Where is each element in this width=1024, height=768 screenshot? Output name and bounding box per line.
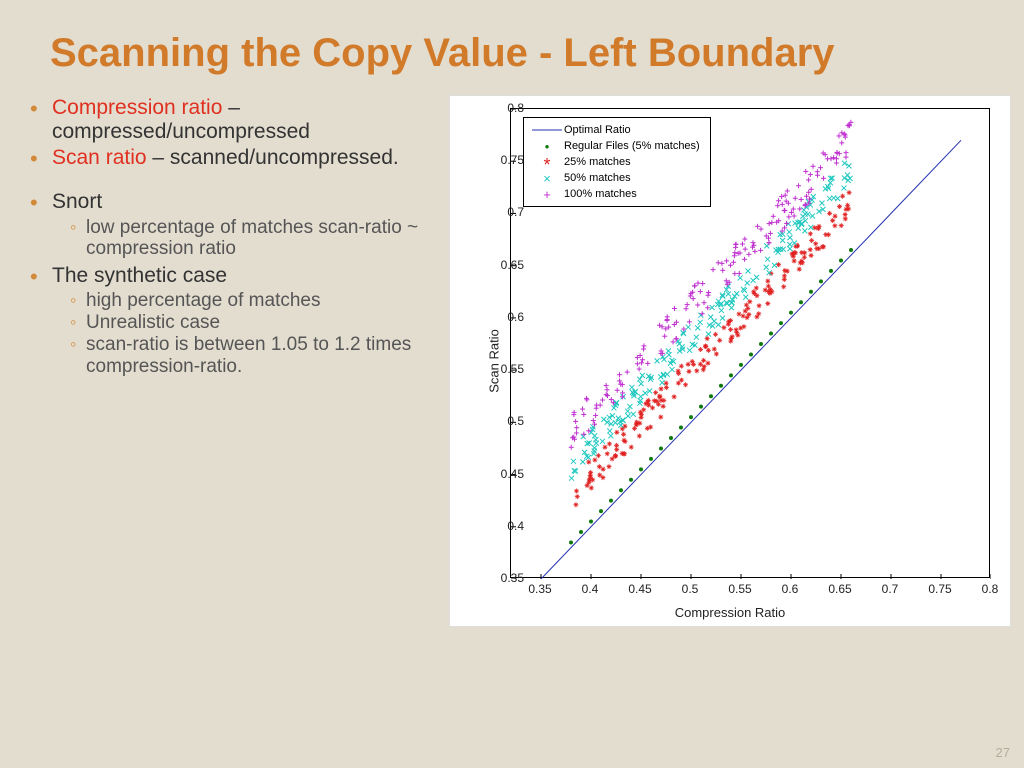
- ytick: 0.65: [501, 258, 524, 272]
- legend-symbol: *: [530, 155, 564, 170]
- content-row: Compression ratio – compressed/uncompres…: [0, 86, 1024, 626]
- legend-label: 25% matches: [564, 156, 631, 168]
- bullet-3-text: Snort: [52, 190, 102, 213]
- bullet-2: Scan ratio – scanned/uncompressed.: [30, 146, 440, 170]
- xtick: 0.5: [682, 582, 699, 596]
- chart-xlabel: Compression Ratio: [675, 605, 786, 620]
- slide-title: Scanning the Copy Value - Left Boundary: [0, 0, 1024, 86]
- ytick: 0.5: [507, 414, 524, 428]
- legend-item: +100% matches: [530, 186, 700, 202]
- xtick: 0.35: [528, 582, 551, 596]
- chart-container: Scan Ratio Compression Ratio Optimal Rat…: [450, 96, 1010, 626]
- legend-label: 50% matches: [564, 172, 631, 184]
- bullet-4: The synthetic case high percentage of ma…: [30, 264, 440, 378]
- xtick: 0.6: [782, 582, 799, 596]
- xtick: 0.8: [982, 582, 999, 596]
- legend-item: *25% matches: [530, 154, 700, 170]
- legend-label: Regular Files (5% matches): [564, 140, 700, 152]
- legend-item: ×50% matches: [530, 170, 700, 186]
- legend-label: Optimal Ratio: [564, 124, 631, 136]
- bullet-2-rest: – scanned/uncompressed.: [147, 146, 399, 169]
- ytick: 0.7: [507, 205, 524, 219]
- chart-ylabel: Scan Ratio: [486, 329, 501, 393]
- ytick: 0.8: [507, 101, 524, 115]
- bullet-4-sub-2: Unrealistic case: [70, 312, 440, 334]
- bullet-2-term: Scan ratio: [52, 146, 147, 169]
- legend-item: •Regular Files (5% matches): [530, 138, 700, 154]
- bullet-4-text: The synthetic case: [52, 264, 227, 287]
- xtick: 0.75: [928, 582, 951, 596]
- legend-label: 100% matches: [564, 188, 637, 200]
- legend-symbol: [530, 125, 564, 135]
- xtick: 0.65: [828, 582, 851, 596]
- page-number: 27: [996, 745, 1010, 760]
- legend-symbol: +: [530, 187, 564, 202]
- ytick: 0.4: [507, 519, 524, 533]
- ytick: 0.45: [501, 467, 524, 481]
- bullet-3: Snort low percentage of matches scan-rat…: [30, 190, 440, 260]
- bullet-4-sub-1: high percentage of matches: [70, 290, 440, 312]
- xtick: 0.7: [882, 582, 899, 596]
- ytick: 0.6: [507, 310, 524, 324]
- bullet-3-sub-1: low percentage of matches scan-ratio ~ c…: [70, 217, 440, 261]
- plot-area: Optimal Ratio•Regular Files (5% matches)…: [510, 108, 990, 578]
- bullet-4-sub-3: scan-ratio is between 1.05 to 1.2 times …: [70, 334, 440, 378]
- legend: Optimal Ratio•Regular Files (5% matches)…: [523, 117, 711, 207]
- xtick: 0.55: [728, 582, 751, 596]
- legend-item: Optimal Ratio: [530, 122, 700, 138]
- legend-symbol: ×: [530, 171, 564, 186]
- ytick: 0.35: [501, 571, 524, 585]
- xtick: 0.45: [628, 582, 651, 596]
- bullet-1: Compression ratio – compressed/uncompres…: [30, 96, 440, 144]
- legend-symbol: •: [530, 139, 564, 154]
- bullet-1-term: Compression ratio: [52, 96, 222, 119]
- ytick: 0.55: [501, 362, 524, 376]
- xtick: 0.4: [582, 582, 599, 596]
- ytick: 0.75: [501, 153, 524, 167]
- bullet-list: Compression ratio – compressed/uncompres…: [30, 96, 450, 626]
